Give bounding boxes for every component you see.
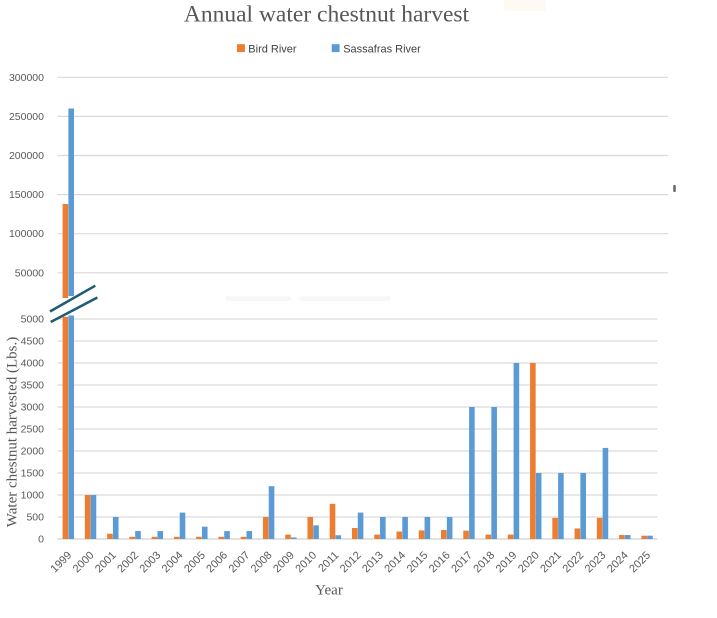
svg-text:Sassafras River: Sassafras River bbox=[343, 43, 421, 55]
svg-text:4500: 4500 bbox=[21, 336, 45, 348]
svg-text:500: 500 bbox=[26, 512, 44, 524]
svg-text:100000: 100000 bbox=[9, 228, 44, 240]
svg-text:Bird River: Bird River bbox=[248, 43, 297, 55]
svg-text:0: 0 bbox=[38, 534, 44, 546]
svg-text:1000: 1000 bbox=[21, 490, 45, 502]
svg-text:50000: 50000 bbox=[15, 267, 44, 279]
svg-text:3000: 3000 bbox=[21, 402, 45, 414]
svg-text:2000: 2000 bbox=[21, 446, 45, 458]
svg-text:250000: 250000 bbox=[9, 111, 44, 123]
svg-text:300000: 300000 bbox=[9, 72, 44, 84]
svg-text:1500: 1500 bbox=[21, 468, 45, 480]
svg-text:5000: 5000 bbox=[21, 314, 45, 326]
svg-text:3500: 3500 bbox=[21, 380, 45, 392]
svg-text:Year: Year bbox=[315, 583, 343, 599]
svg-text:Water chestnut harvested (Lbs.: Water chestnut harvested (Lbs.) bbox=[5, 337, 21, 527]
svg-text:4000: 4000 bbox=[21, 358, 45, 370]
svg-text:150000: 150000 bbox=[9, 189, 44, 201]
svg-text:200000: 200000 bbox=[9, 150, 44, 162]
svg-text:2500: 2500 bbox=[21, 424, 45, 436]
svg-text:Annual water chestnut harvest: Annual water chestnut harvest bbox=[184, 2, 470, 28]
